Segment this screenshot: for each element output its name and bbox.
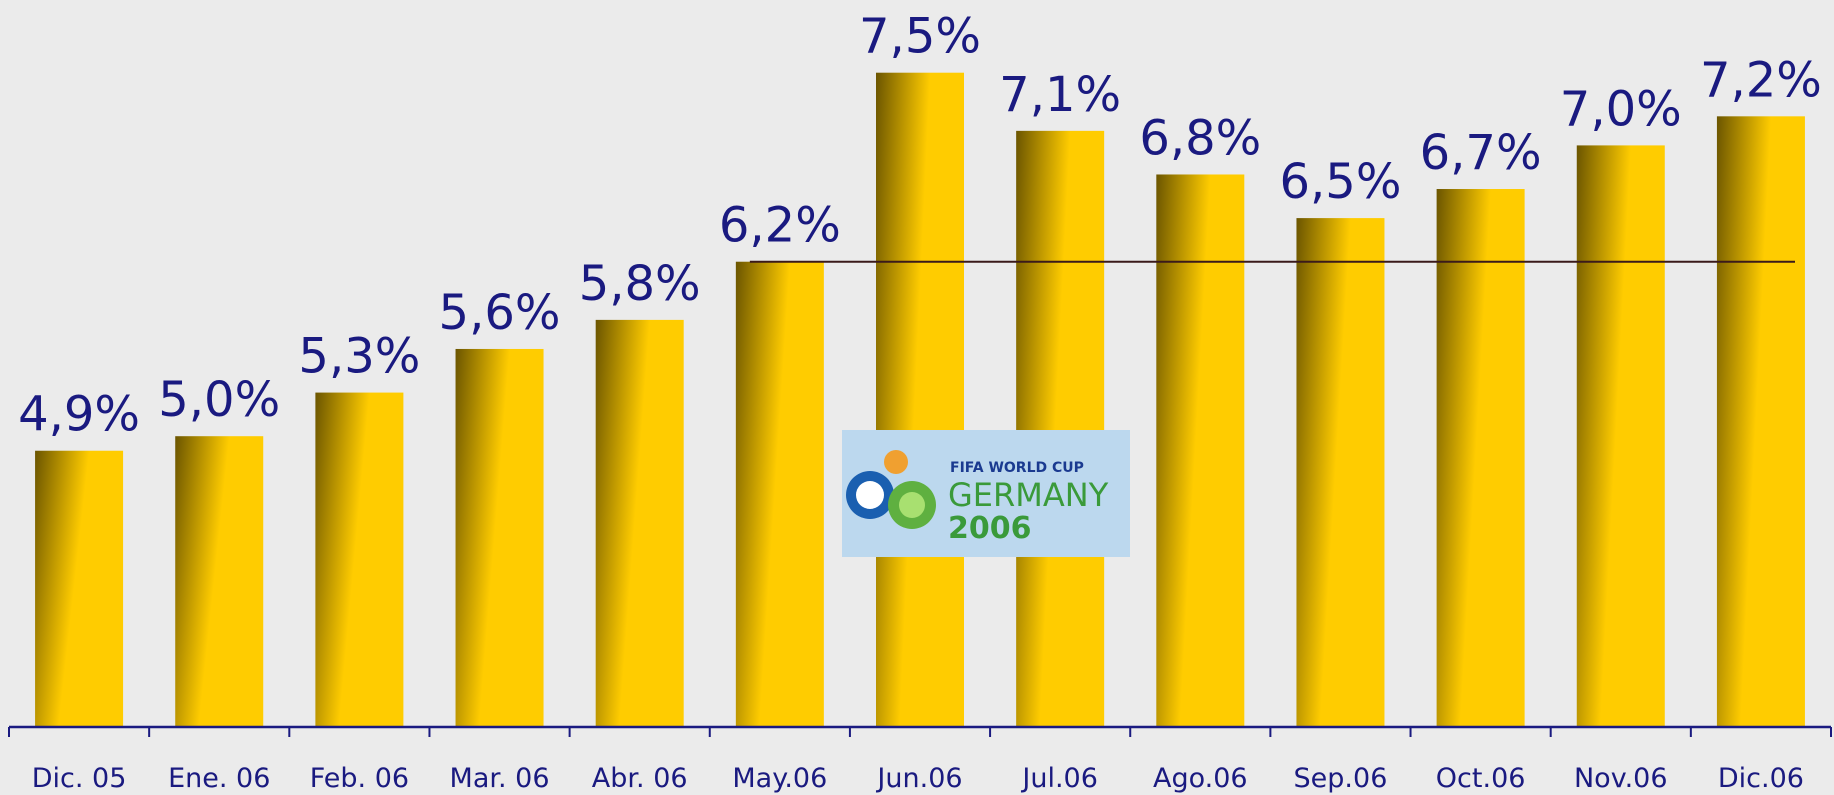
value-label: 6,2%	[719, 198, 841, 254]
x-tick-label: Ene. 06	[168, 763, 270, 794]
x-tick-label: Nov.06	[1574, 763, 1668, 794]
bar	[1576, 145, 1665, 727]
bar	[455, 348, 544, 727]
bar	[1016, 130, 1105, 728]
x-tick-label: Feb. 06	[310, 763, 409, 794]
bar	[35, 450, 124, 727]
logo-text: 2006	[948, 511, 1032, 546]
bar	[1436, 189, 1525, 727]
logo-text: FIFA WORLD CUP	[950, 460, 1084, 476]
x-tick-label: Dic. 05	[32, 763, 127, 794]
x-tick-label: Mar. 06	[450, 763, 550, 794]
x-tick-label: Sep.06	[1294, 763, 1388, 794]
value-label: 5,0%	[158, 372, 280, 428]
value-label: 5,8%	[579, 256, 701, 312]
x-tick-label: Jul.06	[1020, 763, 1098, 794]
logo-text: GERMANY	[948, 476, 1109, 514]
value-label: 4,9%	[18, 387, 140, 443]
x-tick-label: Abr. 06	[592, 763, 688, 794]
value-label: 5,6%	[439, 285, 561, 341]
logo-ball	[884, 450, 908, 474]
value-label: 5,3%	[298, 329, 420, 385]
value-label: 7,1%	[999, 67, 1121, 123]
bar	[876, 72, 964, 727]
value-label: 6,8%	[1139, 110, 1261, 166]
x-tick-label: Ago.06	[1153, 763, 1248, 794]
bar	[1296, 218, 1385, 727]
logo-ball	[899, 492, 925, 518]
bar	[1716, 116, 1805, 727]
x-tick-label: Oct.06	[1436, 763, 1526, 794]
bar	[735, 261, 824, 727]
bar	[1156, 174, 1245, 728]
bar	[315, 392, 404, 727]
value-label: 6,7%	[1420, 125, 1542, 181]
value-label: 7,2%	[1700, 52, 1822, 108]
x-tick-label: Jun.06	[875, 763, 962, 794]
bar	[175, 436, 264, 727]
x-tick-label: Dic.06	[1718, 763, 1804, 794]
value-label: 6,5%	[1279, 154, 1401, 210]
logo-ball	[856, 481, 884, 509]
bar	[595, 319, 684, 727]
x-tick-label: May.06	[732, 763, 827, 794]
value-label: 7,0%	[1560, 81, 1682, 137]
value-label: 7,5%	[859, 9, 981, 65]
